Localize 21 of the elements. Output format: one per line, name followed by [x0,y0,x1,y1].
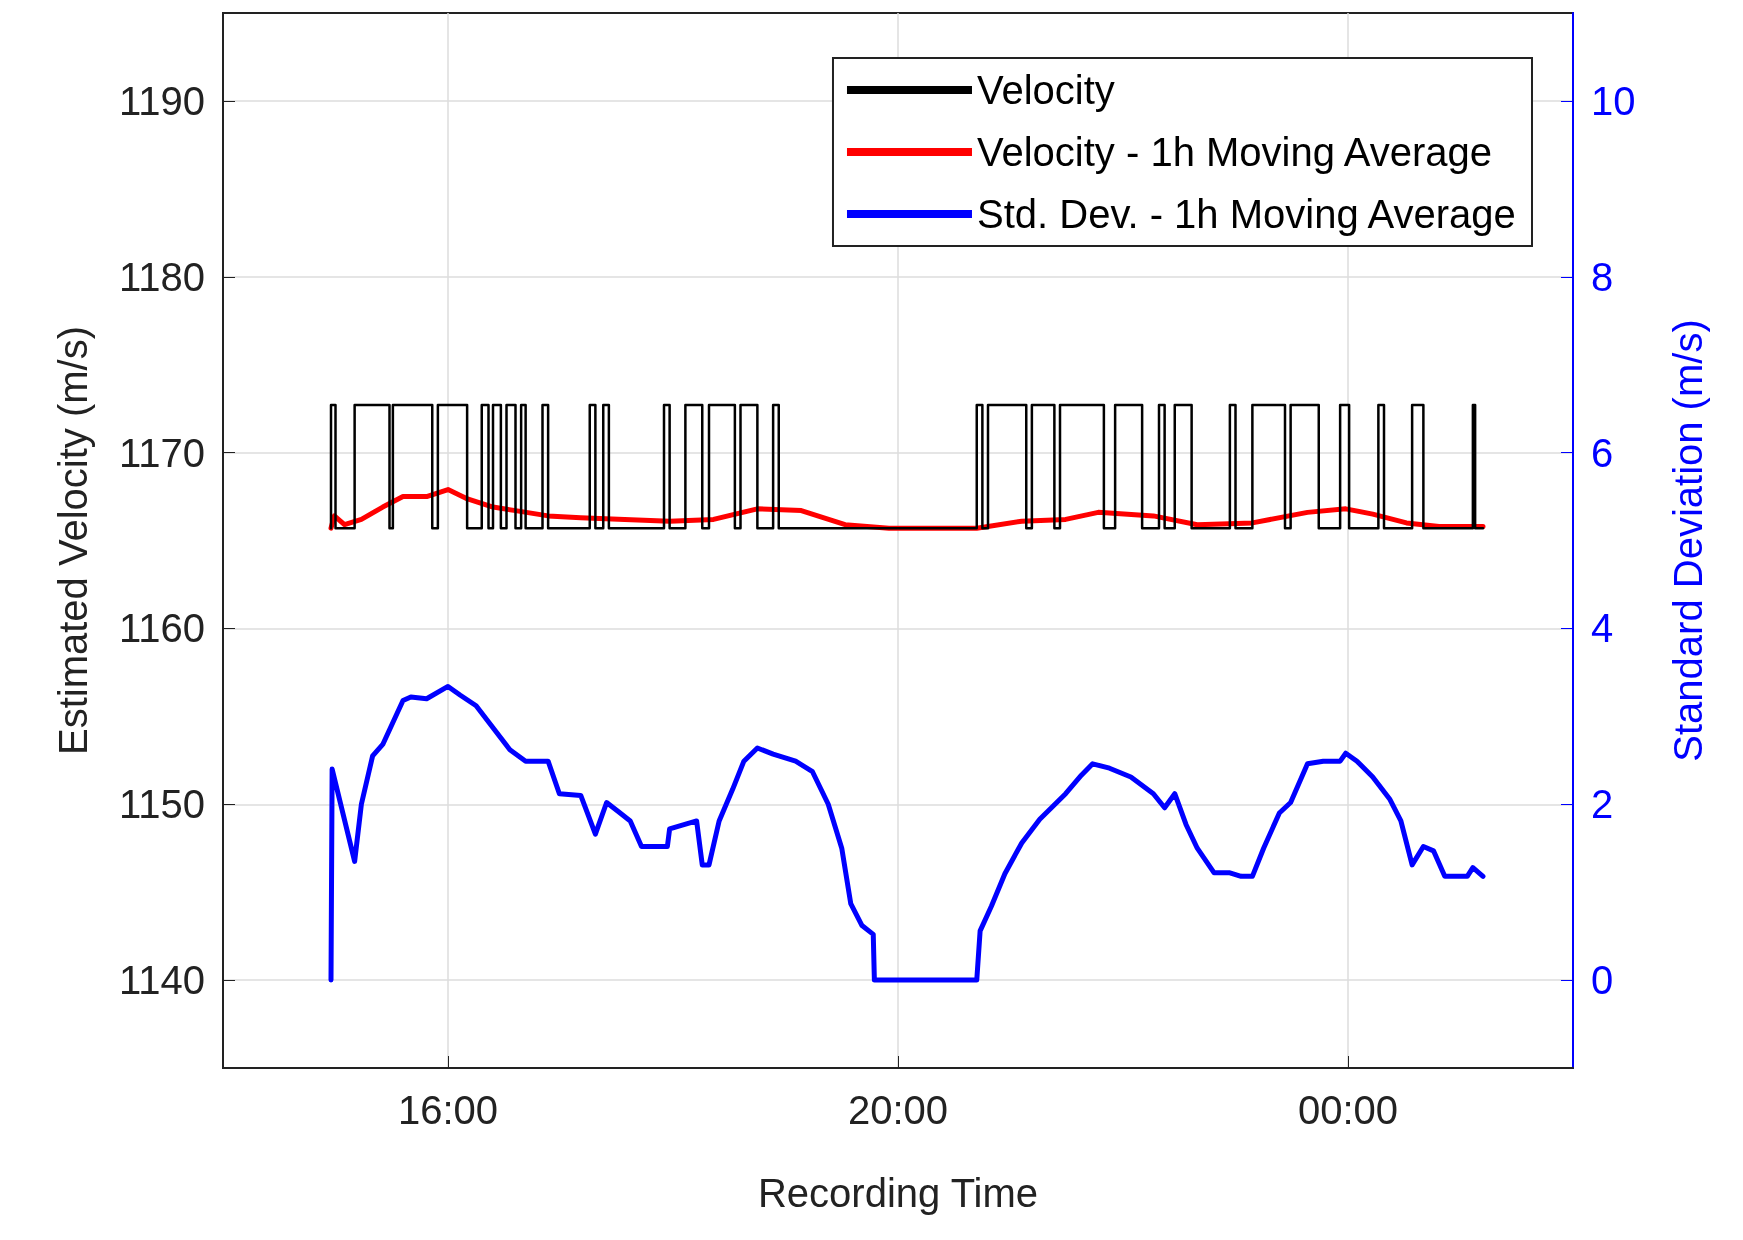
y-tick-label: 1160 [118,606,205,651]
y2-tick-label: 2 [1591,782,1614,827]
y-tick-label: 1140 [118,958,205,1003]
x-axis-title: Recording Time [757,1171,1039,1215]
y-axis-title: Estimated Velocity (m/s) [51,325,95,756]
x-tick-label: 00:00 [1297,1088,1399,1132]
y2-tick-label: 0 [1591,958,1614,1003]
y-tick-label: 1190 [118,78,205,123]
y-tick-label: 1150 [118,782,205,827]
legend-label: Std. Dev. - 1h Moving Average [976,192,1516,236]
y2-tick-label: 10 [1591,78,1636,123]
y2-tick-label: 4 [1591,606,1614,651]
x-tick-label: 16:00 [397,1088,499,1132]
y2-axis-title: Standard Deviation (m/s) [1666,319,1710,762]
legend-label: Velocity [976,68,1115,112]
y-tick-label: 1170 [118,430,205,475]
y2-tick-label: 8 [1591,254,1614,299]
x-tick-label: 20:00 [847,1088,949,1132]
y-tick-label: 1180 [118,254,205,299]
legend-label: Velocity - 1h Moving Average [976,130,1493,174]
y2-tick-label: 6 [1591,430,1614,475]
